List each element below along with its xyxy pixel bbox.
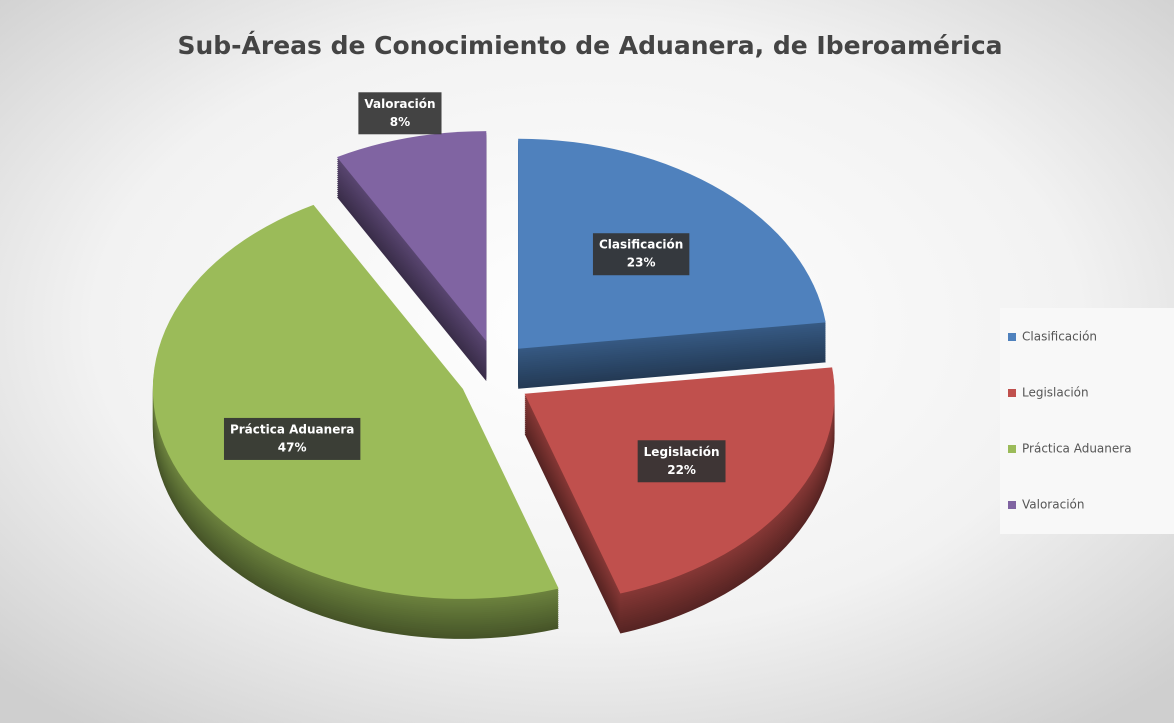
legend-label: Clasificación [1022,330,1097,344]
legend-label: Práctica Aduanera [1022,442,1132,456]
data-label-category: Clasificación [599,238,683,252]
data-label-box [223,417,361,460]
chart-title: Sub-Áreas de Conocimiento de Aduanera, d… [177,31,1002,60]
slice [152,204,559,599]
slice [336,131,487,342]
data-label: Valoración 8% [358,92,442,135]
data-label: Clasificación 23% [592,233,690,276]
data-label-box [358,92,442,135]
data-label: Práctica Aduanera 47% [223,417,361,460]
legend-label: Valoración [1022,498,1084,512]
data-label-value: 47% [278,440,307,454]
data-label-category: Valoración [364,97,435,111]
data-label-category: Legislación [644,445,720,459]
data-label-value: 8% [390,115,410,129]
data-label-value: 22% [667,463,696,477]
legend-swatch [1008,389,1016,397]
legend-swatch [1008,501,1016,509]
legend-swatch [1008,333,1016,341]
legend-swatch [1008,445,1016,453]
legend-label: Legislación [1022,386,1089,400]
data-label-category: Práctica Aduanera [230,422,354,436]
data-label-value: 23% [627,256,656,270]
legend-box [1000,308,1174,534]
data-label-box [637,440,726,483]
data-label: Legislación 22% [637,440,726,483]
data-label-box [592,233,690,276]
